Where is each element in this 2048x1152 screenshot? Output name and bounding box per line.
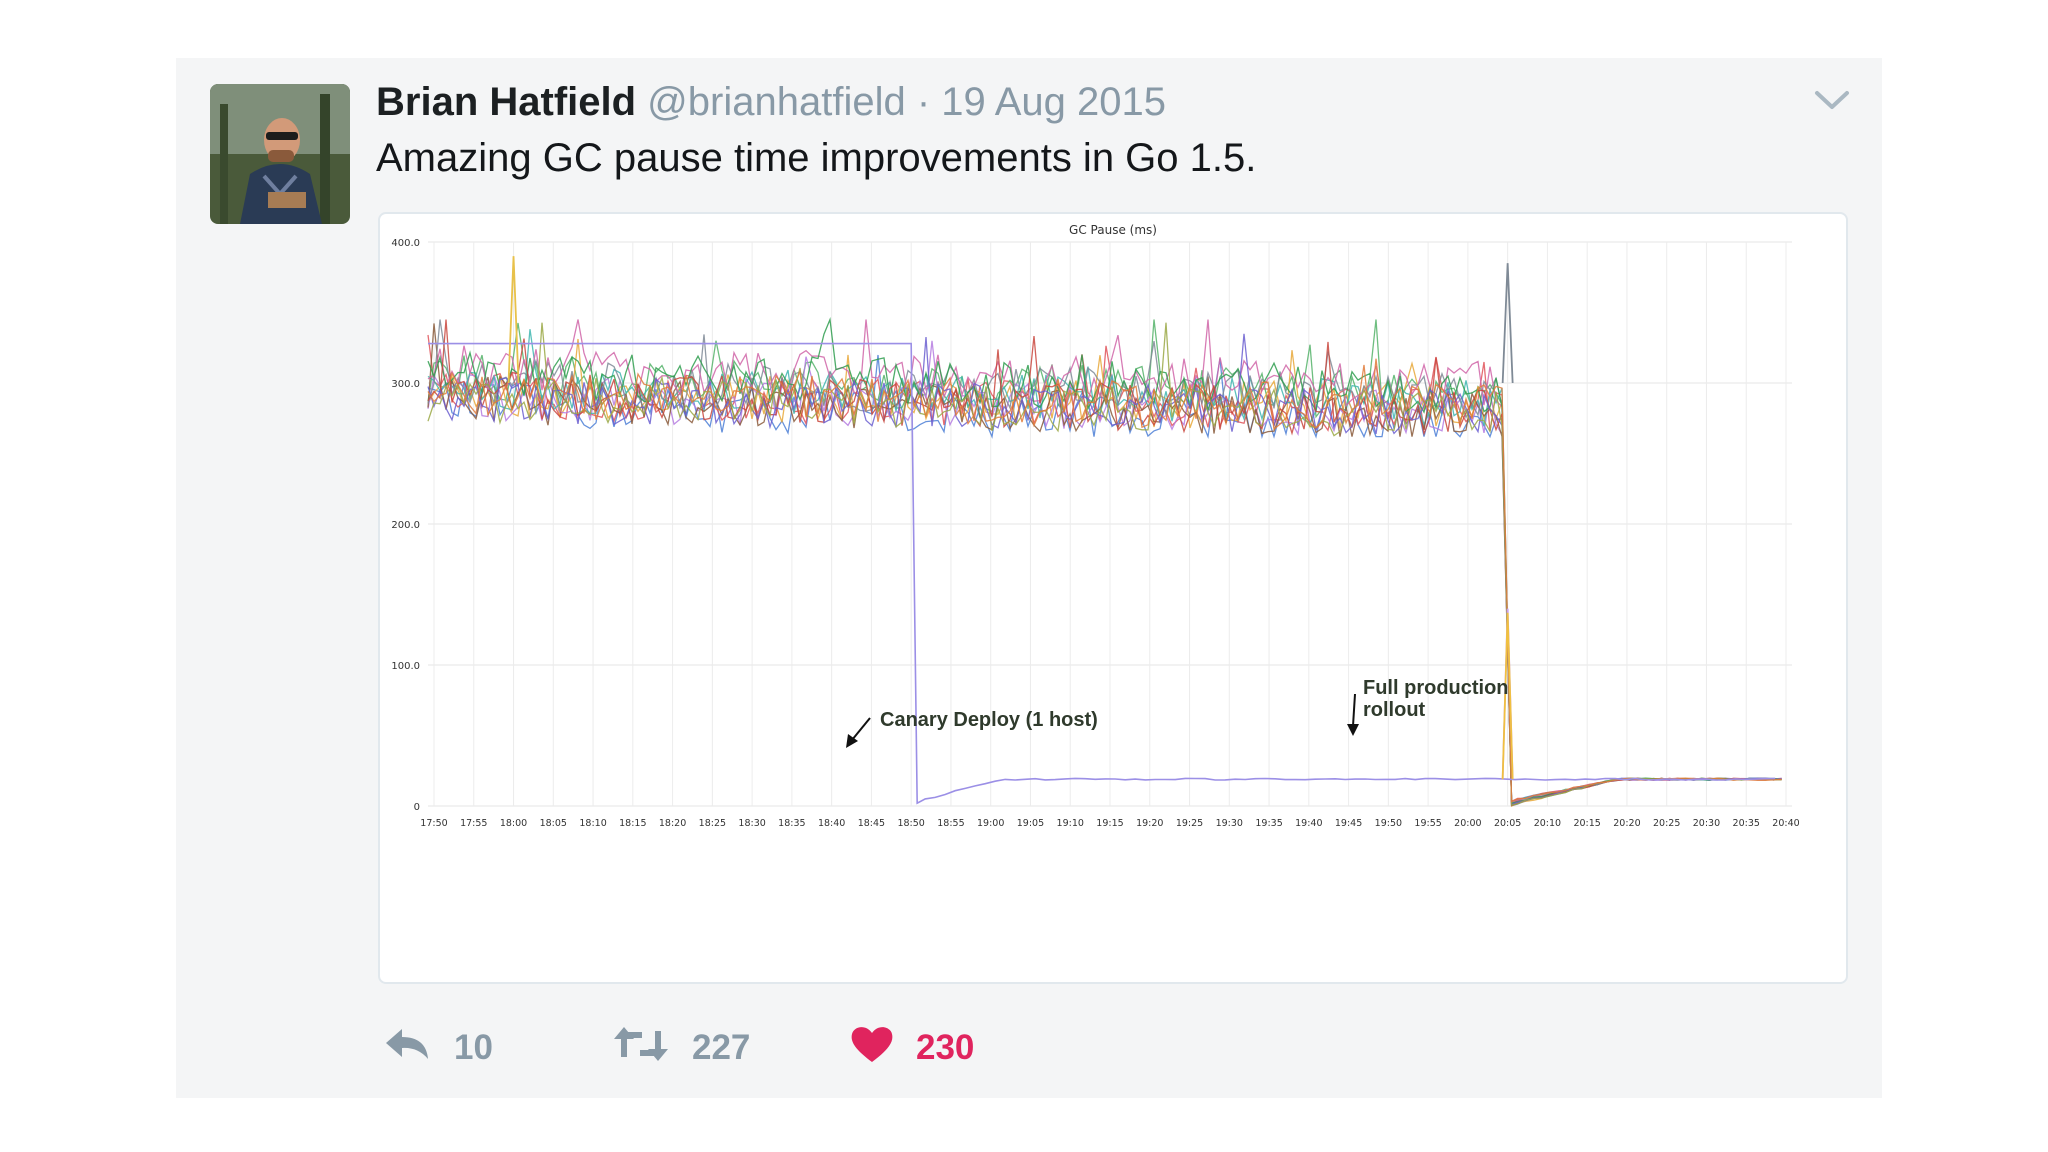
series-line [427, 340, 1782, 806]
x-tick-label: 20:05 [1494, 818, 1521, 829]
annotation-line: rollout [1363, 699, 1426, 721]
like-button[interactable]: 230 [850, 1020, 974, 1076]
annotation-canary-deploy: Canary Deploy (1 host) [880, 709, 1098, 731]
x-tick-label: 18:55 [937, 818, 964, 829]
header-separator: · [916, 80, 931, 124]
x-tick-label: 20:30 [1693, 818, 1720, 829]
x-tick-label: 18:25 [699, 818, 726, 829]
x-tick-label: 18:40 [818, 818, 845, 829]
x-tick-label: 19:35 [1255, 818, 1282, 829]
x-tick-label: 18:30 [738, 818, 765, 829]
avatar[interactable] [210, 84, 350, 224]
annotation-arrow [851, 717, 871, 741]
x-tick-label: 18:05 [540, 818, 567, 829]
annotation-full-rollout: Full production rollout [1363, 677, 1509, 721]
x-tick-label: 18:20 [659, 818, 686, 829]
reply-icon [382, 1025, 432, 1072]
spike-line [1501, 263, 1514, 384]
retweet-count: 227 [692, 1028, 751, 1067]
x-tick-label: 19:25 [1176, 818, 1203, 829]
like-count: 230 [916, 1028, 975, 1067]
x-tick-label: 19:55 [1414, 818, 1441, 829]
x-tick-label: 19:15 [1096, 818, 1123, 829]
x-tick-label: 19:40 [1295, 818, 1322, 829]
series-line [427, 333, 1782, 806]
x-tick-label: 19:10 [1057, 818, 1084, 829]
x-tick-label: 19:50 [1375, 818, 1402, 829]
annotation-arrowhead [1347, 724, 1359, 736]
chevron-down-icon[interactable] [1812, 86, 1852, 114]
x-tick-label: 20:25 [1653, 818, 1680, 829]
x-axis-ticks: 17:50 17:55 18:00 18:05 18:10 18:15 18:20 18:25… [420, 818, 1799, 829]
series-line [427, 329, 1782, 804]
chart-grid [428, 241, 1792, 807]
x-tick-label: 20:00 [1454, 818, 1481, 829]
spike-line [1501, 612, 1514, 780]
x-tick-label: 18:50 [897, 818, 924, 829]
series-line [427, 322, 1782, 806]
gc-pause-chart: GC Pause (ms) 0 100.0 200.0 300.0 400.0 17:5… [391, 223, 1799, 829]
author-name[interactable]: Brian Hatfield [376, 80, 637, 124]
annotation-line: Full production [1363, 677, 1509, 699]
x-tick-label: 19:30 [1216, 818, 1243, 829]
x-tick-label: 19:05 [1017, 818, 1044, 829]
chart-title: GC Pause (ms) [1069, 223, 1157, 237]
reply-count: 10 [454, 1028, 493, 1067]
y-tick-label: 0 [414, 802, 420, 813]
y-tick-label: 100.0 [391, 661, 420, 672]
canary-series-line [428, 342, 1776, 805]
x-tick-label: 18:45 [858, 818, 885, 829]
tweet-header: Brian Hatfield @brianhatfield · 19 Aug 2… [376, 78, 1166, 126]
y-tick-label: 300.0 [391, 379, 420, 390]
series-group [427, 256, 1782, 807]
chart-image[interactable]: GC Pause (ms) 0 100.0 200.0 300.0 400.0 17:5… [378, 212, 1848, 984]
x-tick-label: 20:15 [1573, 818, 1600, 829]
tweet-date[interactable]: 19 Aug 2015 [941, 80, 1166, 124]
series-line [427, 319, 1782, 807]
x-tick-label: 20:10 [1534, 818, 1561, 829]
x-tick-label: 18:00 [500, 818, 527, 829]
spike-line [507, 256, 520, 384]
retweet-icon [612, 1025, 670, 1072]
y-tick-label: 400.0 [391, 238, 420, 249]
x-tick-label: 19:20 [1136, 818, 1163, 829]
x-tick-label: 18:35 [778, 818, 805, 829]
x-tick-label: 20:35 [1733, 818, 1760, 829]
annotations-group: Canary Deploy (1 host) Full production rol… [846, 677, 1509, 748]
x-tick-label: 20:20 [1613, 818, 1640, 829]
y-tick-label: 200.0 [391, 520, 420, 531]
avatar-image [210, 84, 350, 224]
x-tick-label: 19:45 [1335, 818, 1362, 829]
annotation-arrowhead [846, 734, 858, 748]
x-tick-label: 18:10 [579, 818, 606, 829]
annotation-arrow [1352, 693, 1356, 727]
x-tick-label: 17:55 [460, 818, 487, 829]
author-handle[interactable]: @brianhatfield [647, 80, 906, 124]
tweet-text: Amazing GC pause time improvements in Go… [376, 136, 1257, 180]
x-tick-label: 19:00 [977, 818, 1004, 829]
heart-icon [850, 1024, 894, 1073]
reply-button[interactable]: 10 [382, 1020, 493, 1076]
series-line [427, 358, 1782, 803]
x-tick-label: 18:15 [619, 818, 646, 829]
x-tick-label: 20:40 [1772, 818, 1799, 829]
y-axis-ticks: 0 100.0 200.0 300.0 400.0 [391, 238, 420, 813]
x-tick-label: 17:50 [420, 818, 447, 829]
retweet-button[interactable]: 227 [612, 1020, 750, 1076]
